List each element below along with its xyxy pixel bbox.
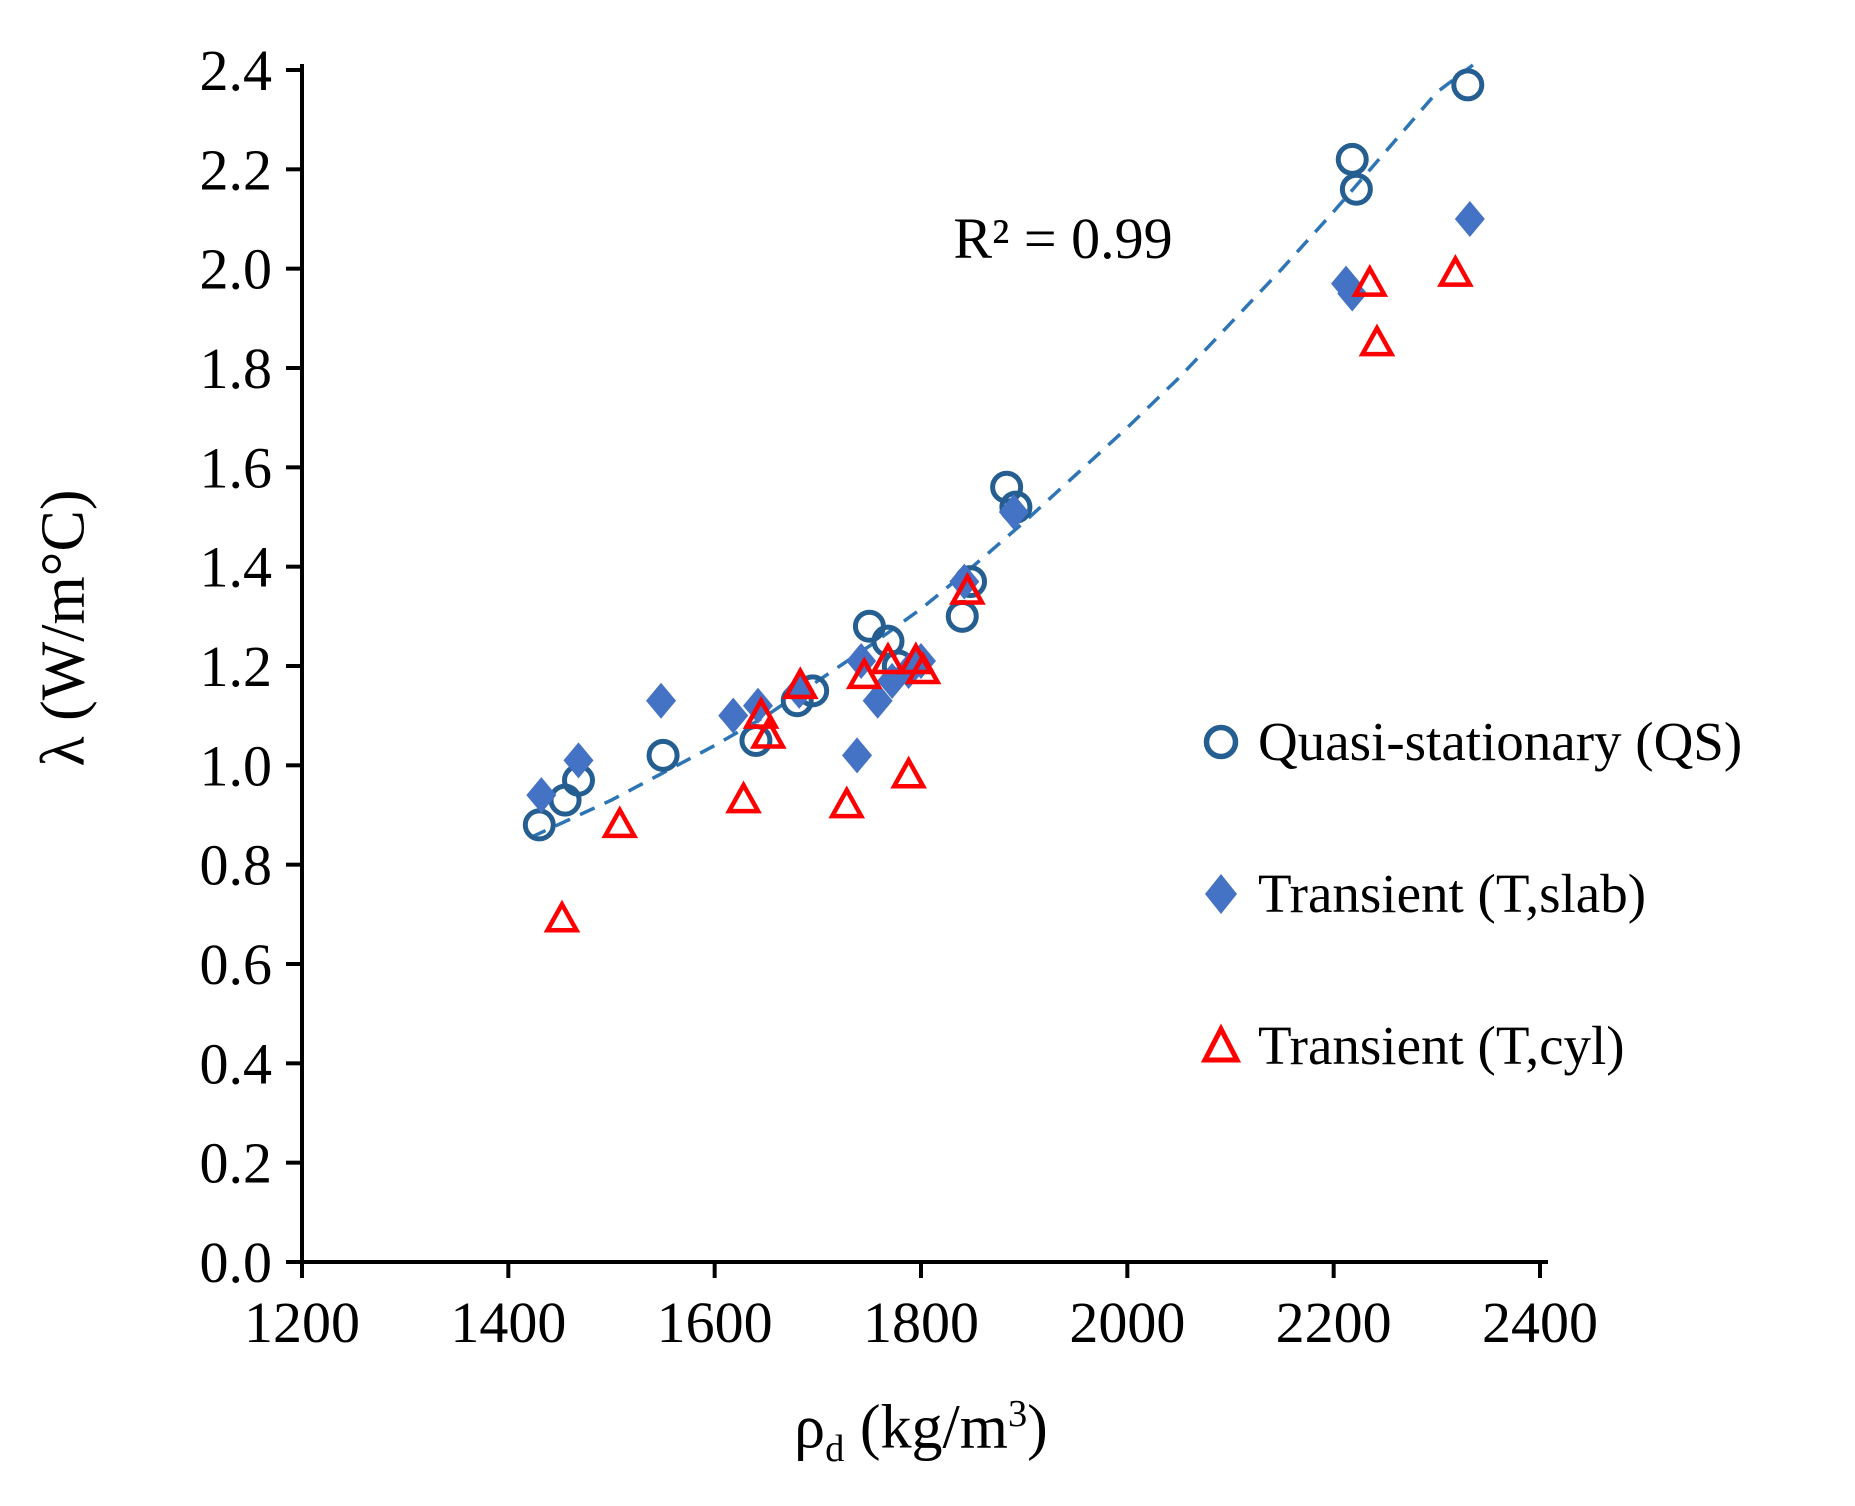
y-tick-label: 2.4	[200, 38, 273, 103]
legend-label-transient-cyl: Transient (T,cyl)	[1258, 1015, 1625, 1076]
y-tick-label: 0.6	[200, 932, 273, 997]
data-point-triangle	[601, 805, 639, 839]
legend-label-quasi-stationary: Quasi-stationary (QS)	[1258, 711, 1743, 772]
data-point-diamond	[718, 697, 749, 734]
x-tick-label: 1200	[244, 1290, 360, 1355]
data-point-diamond	[842, 737, 873, 774]
y-tick-label: 0.8	[200, 833, 273, 898]
y-tick-label: 1.0	[200, 733, 273, 798]
x-tick-label: 2000	[1069, 1290, 1185, 1355]
y-tick-label: 2.0	[200, 237, 273, 302]
data-point-circle	[945, 599, 979, 633]
data-point-triangle	[828, 785, 866, 819]
y-tick-label: 1.4	[200, 535, 273, 600]
data-point-circle	[1335, 142, 1369, 176]
data-point-diamond	[998, 494, 1029, 531]
legend: Quasi-stationary (QS) Transient (T,slab)…	[1198, 712, 1742, 1168]
data-point-circle	[1339, 172, 1373, 206]
x-axis-subscript: d	[825, 1428, 845, 1471]
data-point-triangle	[725, 780, 762, 814]
data-point-triangle	[1351, 263, 1389, 297]
data-point-triangle	[781, 666, 819, 700]
data-point-triangle	[749, 715, 787, 749]
x-axis-unit: (kg/m	[844, 1393, 1008, 1462]
x-axis-unit-close: )	[1027, 1393, 1048, 1462]
x-tick-label: 1600	[657, 1290, 773, 1355]
x-axis-label: ρd (kg/m3)	[794, 1392, 1048, 1471]
data-point-circle	[548, 783, 582, 817]
x-axis-superscript: 3	[1007, 1393, 1028, 1435]
legend-item-transient-cyl: Transient (T,cyl)	[1198, 1016, 1742, 1076]
filled-diamond-icon	[1205, 874, 1237, 914]
data-point-triangle	[869, 641, 907, 675]
data-point-circle	[990, 470, 1024, 504]
data-point-diamond	[526, 777, 557, 814]
x-tick-label: 1800	[863, 1290, 979, 1355]
data-point-circle	[646, 738, 680, 772]
data-point-triangle	[1437, 254, 1474, 287]
legend-label-transient-slab: Transient (T,slab)	[1258, 863, 1647, 924]
y-tick-label: 0.4	[200, 1031, 273, 1096]
data-point-circle	[1451, 68, 1485, 102]
x-tick-label: 1400	[450, 1290, 566, 1355]
y-tick-label: 1.2	[200, 634, 273, 699]
data-point-triangle	[890, 755, 927, 789]
legend-item-quasi-stationary: Quasi-stationary (QS)	[1198, 712, 1742, 772]
y-tick-label: 1.8	[200, 336, 273, 401]
open-triangle-icon	[1200, 1023, 1242, 1063]
x-tick-label: 2400	[1482, 1290, 1598, 1355]
data-point-triangle	[543, 899, 581, 933]
data-point-triangle	[742, 696, 780, 729]
data-point-diamond	[563, 742, 594, 779]
r-squared-annotation: R² = 0.99	[953, 206, 1173, 271]
open-circle-icon	[1203, 724, 1239, 760]
data-point-diamond	[862, 682, 893, 719]
data-point-diamond	[646, 682, 677, 719]
data-point-triangle	[949, 571, 986, 605]
data-point-circle	[522, 808, 556, 842]
x-axis-symbol: ρ	[794, 1393, 826, 1462]
legend-item-transient-slab: Transient (T,slab)	[1198, 864, 1742, 924]
data-point-triangle	[1358, 323, 1396, 357]
y-tick-label: 0.0	[200, 1230, 273, 1295]
y-tick-label: 2.2	[200, 137, 273, 202]
data-point-diamond	[1454, 201, 1485, 237]
data-point-circle	[852, 609, 886, 643]
trendline	[530, 63, 1474, 839]
y-tick-label: 1.6	[200, 435, 273, 500]
y-tick-label: 0.2	[200, 1131, 273, 1196]
y-axis-label: λ (W/m°C)	[29, 489, 98, 767]
data-point-triangle	[904, 651, 942, 685]
x-tick-label: 2200	[1276, 1290, 1392, 1355]
